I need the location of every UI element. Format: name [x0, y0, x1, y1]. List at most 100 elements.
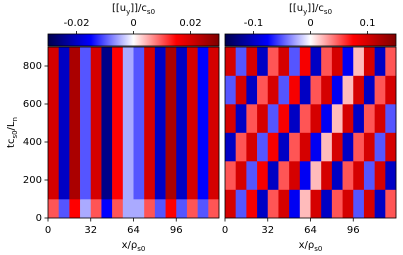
- heat-cell: [342, 104, 354, 133]
- heat-cell: [58, 199, 70, 219]
- y-axis-label-part: tc: [6, 139, 17, 148]
- heat-cell: [101, 199, 113, 219]
- heat-cell: [299, 132, 311, 162]
- y-tick-label: 800: [23, 61, 42, 72]
- heat-cell: [112, 47, 124, 200]
- heat-cell: [246, 161, 258, 190]
- heat-cell: [257, 189, 269, 219]
- heat-cell: [257, 104, 269, 133]
- heat-cell: [267, 189, 279, 219]
- heat-cell: [310, 189, 322, 219]
- x-tick-label: 0: [45, 225, 51, 236]
- heat-cell: [385, 189, 397, 219]
- colorbar-tick-label: 0: [130, 18, 136, 29]
- heat-cell: [246, 47, 258, 76]
- heat-cell: [278, 104, 290, 133]
- heat-cell: [235, 104, 247, 133]
- heat-cell: [374, 104, 386, 133]
- heat-cell: [208, 47, 220, 200]
- x-axis-label-part: x/ρ: [122, 240, 138, 251]
- heat-cell: [363, 75, 375, 105]
- heat-cell: [310, 161, 322, 190]
- x-tick-label: 32: [261, 225, 274, 236]
- heat-cell: [235, 47, 247, 76]
- heat-cell: [257, 161, 269, 190]
- heat-cell: [385, 104, 397, 133]
- heat-cell: [235, 161, 247, 190]
- colorbar: [47, 33, 220, 47]
- heat-cell: [154, 47, 166, 200]
- heat-cell: [353, 189, 365, 219]
- colorbar-tick-label: 0.02: [179, 18, 201, 29]
- y-tick-label: 600: [23, 99, 42, 110]
- heat-cell: [342, 189, 354, 219]
- heat-cell: [310, 132, 322, 162]
- x-tick-label: 96: [170, 225, 183, 236]
- colorbar-label-part: ]]/c: [130, 3, 147, 14]
- heat-cell: [225, 132, 236, 162]
- heat-cell: [299, 47, 311, 76]
- y-tick-label: 0: [36, 213, 42, 224]
- colorbar-tick-label: -0.1: [244, 18, 264, 29]
- x-tick-label: 64: [304, 225, 317, 236]
- heat-cell: [69, 47, 81, 200]
- heat-cell: [208, 199, 220, 219]
- x-axis-label-part: x/ρ: [299, 240, 315, 251]
- y-tick-label: 400: [23, 137, 42, 148]
- heat-cell: [342, 47, 354, 76]
- heat-cell: [321, 189, 333, 219]
- heat-cell: [197, 199, 209, 219]
- heat-cell: [112, 199, 124, 219]
- x-tick-label: 64: [127, 225, 140, 236]
- heat-cell: [267, 47, 279, 76]
- heat-cell: [278, 189, 290, 219]
- heat-cell: [278, 161, 290, 190]
- heat-cell: [176, 199, 188, 219]
- x-tick-label: 32: [84, 225, 97, 236]
- heat-cell: [246, 75, 258, 105]
- heat-cell: [165, 47, 177, 200]
- y-axis-label-part: s0: [11, 130, 19, 138]
- y-axis-label: tcs0/Ln: [6, 117, 19, 148]
- heat-cell: [122, 47, 134, 200]
- heat-cell: [331, 47, 343, 76]
- heat-cell: [321, 47, 333, 76]
- heat-cell: [186, 47, 198, 200]
- heat-cell: [267, 161, 279, 190]
- colorbar-label-part: s0: [147, 8, 155, 16]
- heat-cell: [257, 132, 269, 162]
- colorbar-label-part: [[u: [289, 3, 303, 14]
- heat-cell: [299, 189, 311, 219]
- heat-cell: [385, 75, 397, 105]
- heat-cell: [342, 75, 354, 105]
- x-axis-label-part: s0: [137, 245, 145, 253]
- heat-cell: [267, 104, 279, 133]
- heat-cell: [225, 161, 236, 190]
- heat-cell: [235, 132, 247, 162]
- colorbar: [224, 33, 397, 47]
- heat-cell: [289, 132, 301, 162]
- heat-cell: [363, 161, 375, 190]
- colorbar-label: [[uy]]/cs0: [112, 3, 155, 16]
- heat-cell: [374, 161, 386, 190]
- heat-cell: [186, 199, 198, 219]
- colorbar-label: [[uy]]/cs0: [289, 3, 332, 16]
- heat-cell: [310, 104, 322, 133]
- heat-cell: [90, 199, 102, 219]
- x-axis-label: x/ρs0: [122, 240, 146, 253]
- heat-cell: [144, 47, 156, 200]
- heat-cell: [331, 104, 343, 133]
- heat-cell: [101, 47, 113, 200]
- heat-cell: [225, 47, 236, 76]
- heat-cell: [331, 189, 343, 219]
- heat-cell: [289, 189, 301, 219]
- heat-cell: [225, 189, 236, 219]
- heat-cell: [69, 199, 81, 219]
- heat-cell: [310, 75, 322, 105]
- heat-cell: [278, 47, 290, 76]
- heat-cell: [48, 199, 59, 219]
- heat-cell: [235, 189, 247, 219]
- heat-cell: [246, 132, 258, 162]
- heat-cell: [90, 47, 102, 200]
